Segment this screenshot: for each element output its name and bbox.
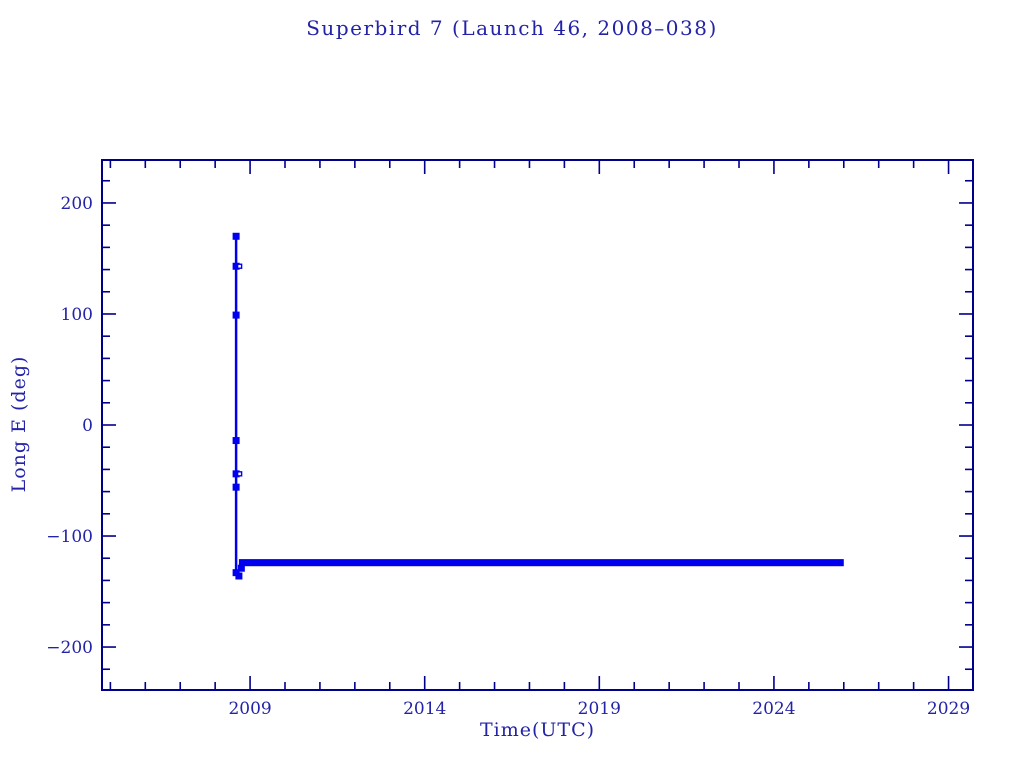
x-tick-label: 2014 <box>403 699 446 719</box>
y-tick-label: −100 <box>46 527 93 547</box>
y-tick-label: −200 <box>46 638 93 658</box>
x-axis-label: Time(UTC) <box>479 719 596 741</box>
data-point-marker <box>232 470 240 478</box>
data-point-marker <box>232 311 240 319</box>
data-point-marker <box>232 437 240 445</box>
y-tick-label: 0 <box>82 416 93 436</box>
y-tick-label: 200 <box>61 194 93 214</box>
chart-title: Superbird 7 (Launch 46, 2008–038) <box>306 16 718 40</box>
data-point-marker <box>232 483 240 491</box>
data-point-marker <box>232 262 240 270</box>
data-point-marker <box>232 232 240 240</box>
data-point-marker <box>237 564 245 572</box>
data-point-marker-open <box>236 471 243 477</box>
x-tick-label: 2009 <box>228 699 271 719</box>
data-point-marker <box>235 572 243 580</box>
x-tick-label: 2024 <box>752 699 795 719</box>
station-keeping-band <box>238 559 844 567</box>
x-tick-label: 2029 <box>927 699 970 719</box>
x-tick-label: 2019 <box>578 699 621 719</box>
y-tick-label: 100 <box>61 305 93 325</box>
data-point-marker-open <box>236 263 243 269</box>
